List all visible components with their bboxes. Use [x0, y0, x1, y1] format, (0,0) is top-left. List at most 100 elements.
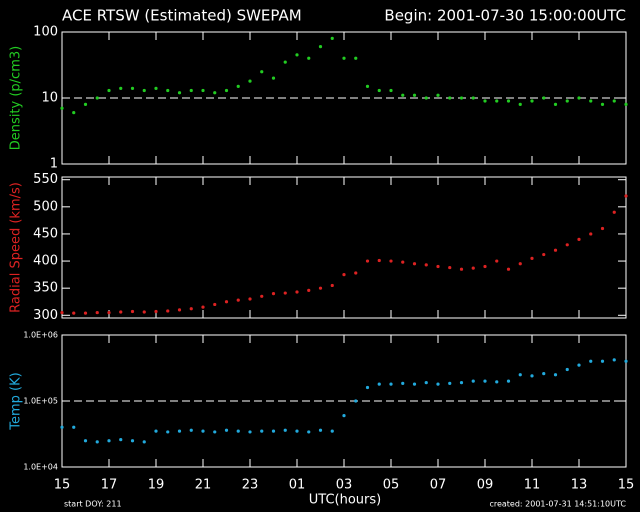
data-point — [154, 429, 158, 433]
data-point — [107, 310, 111, 315]
start-doy: start DOY: 211 — [64, 500, 122, 509]
data-point — [95, 96, 99, 100]
data-point — [283, 428, 287, 432]
data-point — [295, 429, 299, 433]
data-point — [365, 259, 370, 263]
data-point — [342, 273, 346, 277]
y-tick-label: 500 — [33, 199, 58, 214]
x-axis-label: UTC(hours) — [309, 493, 381, 508]
data-point — [424, 263, 428, 267]
data-point — [495, 99, 499, 103]
data-point — [224, 428, 229, 432]
data-point — [471, 96, 475, 100]
data-point — [377, 382, 381, 386]
data-point — [260, 70, 264, 74]
data-point — [72, 111, 76, 115]
data-point — [166, 309, 170, 313]
data-point — [354, 271, 358, 275]
data-point — [530, 256, 534, 260]
data-point — [342, 414, 346, 418]
data-point — [295, 290, 299, 294]
data-point — [189, 428, 193, 432]
y-tick-label: 450 — [33, 226, 58, 241]
x-tick-label: 03 — [336, 478, 353, 493]
data-point — [271, 76, 276, 80]
x-tick-label: 19 — [148, 478, 165, 493]
data-point — [495, 259, 499, 263]
data-point — [401, 93, 405, 97]
data-point — [624, 359, 628, 363]
data-point — [318, 45, 323, 49]
data-point — [436, 382, 440, 386]
data-point — [236, 84, 240, 88]
data-point — [271, 291, 276, 296]
data-point — [154, 86, 158, 90]
data-point — [271, 429, 276, 433]
data-point — [600, 102, 605, 106]
y-tick-label: 100 — [33, 25, 58, 40]
data-point — [248, 430, 252, 434]
data-point — [553, 373, 558, 377]
data-point — [213, 302, 217, 307]
data-point — [201, 429, 205, 433]
data-point — [307, 430, 311, 434]
data-point — [518, 373, 522, 377]
data-point — [448, 96, 452, 100]
data-point — [60, 106, 64, 110]
data-point — [542, 96, 546, 100]
data-point — [83, 311, 88, 315]
data-point — [565, 99, 569, 103]
data-point — [166, 430, 170, 434]
data-point — [342, 56, 346, 60]
begin-time: Begin: 2001-07-30 15:00:00UTC — [384, 7, 626, 25]
data-point — [283, 291, 287, 295]
data-point — [483, 99, 487, 103]
data-point — [412, 262, 417, 266]
data-point — [412, 93, 417, 97]
data-point — [295, 53, 299, 57]
data-point — [354, 56, 358, 60]
data-point — [107, 88, 111, 93]
y-tick-label: 10 — [41, 91, 58, 106]
data-point — [483, 264, 487, 269]
data-point — [542, 372, 546, 376]
y-tick-label: 1.0E+06 — [23, 331, 58, 340]
data-point — [177, 308, 182, 312]
data-point — [377, 258, 381, 263]
data-point — [600, 359, 605, 363]
data-point — [72, 311, 76, 315]
data-point — [236, 298, 240, 302]
data-point — [130, 86, 135, 90]
data-point — [459, 267, 464, 271]
data-point — [448, 265, 452, 270]
data-point — [612, 99, 616, 103]
data-point — [471, 379, 475, 383]
data-point — [412, 382, 417, 386]
data-point — [401, 260, 405, 264]
x-tick-label: 11 — [524, 478, 541, 493]
data-point — [72, 425, 76, 429]
data-point — [119, 86, 123, 90]
data-point — [60, 425, 64, 429]
data-point — [506, 379, 511, 383]
data-point — [436, 264, 440, 269]
y-tick-label: 350 — [33, 281, 58, 296]
data-point — [201, 305, 205, 309]
data-point — [166, 88, 170, 93]
x-tick-label: 05 — [383, 478, 400, 493]
data-point — [518, 102, 522, 106]
data-point — [330, 283, 334, 288]
data-point — [542, 252, 546, 257]
data-point — [142, 88, 146, 93]
data-point — [389, 382, 393, 386]
x-tick-label: 07 — [430, 478, 447, 493]
data-point — [95, 310, 99, 315]
data-point — [236, 429, 240, 433]
data-point — [565, 243, 569, 247]
data-point — [248, 79, 252, 83]
chart-title: ACE RTSW (Estimated) SWEPAM — [62, 7, 302, 25]
data-point — [330, 36, 334, 40]
data-point — [60, 310, 64, 315]
data-point — [389, 259, 393, 263]
data-point — [365, 84, 370, 88]
